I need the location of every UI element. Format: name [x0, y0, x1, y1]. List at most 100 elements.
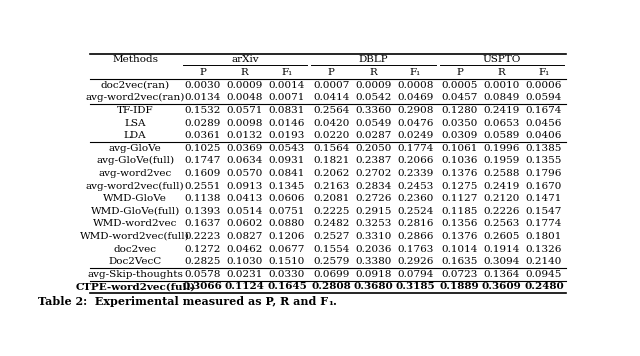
Text: 0.0462: 0.0462: [227, 245, 263, 253]
Text: WMD-word2vec: WMD-word2vec: [93, 219, 177, 229]
Text: 0.0514: 0.0514: [227, 207, 263, 216]
Text: 0.1554: 0.1554: [313, 245, 349, 253]
Text: 0.1670: 0.1670: [526, 182, 562, 190]
Text: avg-word2vec(ran): avg-word2vec(ran): [86, 93, 185, 103]
Text: P: P: [328, 68, 335, 77]
Text: 0.3094: 0.3094: [484, 257, 520, 266]
Text: 0.0414: 0.0414: [313, 93, 349, 102]
Text: 0.1635: 0.1635: [442, 257, 478, 266]
Text: 0.1345: 0.1345: [269, 182, 305, 190]
Text: 0.0361: 0.0361: [184, 131, 221, 140]
Text: 0.0146: 0.0146: [269, 119, 305, 127]
Text: 0.2419: 0.2419: [484, 106, 520, 115]
Text: 0.0751: 0.0751: [269, 207, 305, 216]
Text: 0.2926: 0.2926: [397, 257, 434, 266]
Text: 0.0602: 0.0602: [227, 219, 263, 229]
Text: doc2vec(ran): doc2vec(ran): [100, 81, 170, 90]
Text: CTPE-word2vec(full): CTPE-word2vec(full): [75, 282, 195, 292]
Text: 0.0699: 0.0699: [313, 270, 349, 279]
Text: 0.1364: 0.1364: [484, 270, 520, 279]
Text: 0.1385: 0.1385: [526, 144, 562, 153]
Text: 0.1471: 0.1471: [526, 194, 562, 203]
Text: 0.0578: 0.0578: [184, 270, 221, 279]
Text: 0.1138: 0.1138: [184, 194, 221, 203]
Text: arXiv: arXiv: [231, 56, 259, 64]
Text: 0.0289: 0.0289: [184, 119, 221, 127]
Text: 0.3360: 0.3360: [355, 106, 392, 115]
Text: 0.0913: 0.0913: [227, 182, 263, 190]
Text: 0.3066: 0.3066: [183, 282, 223, 292]
Text: 0.1796: 0.1796: [526, 169, 562, 178]
Text: 0.2482: 0.2482: [313, 219, 349, 229]
Text: avg-GloVe: avg-GloVe: [109, 144, 162, 153]
Text: 0.0849: 0.0849: [484, 93, 520, 102]
Text: 0.0048: 0.0048: [227, 93, 263, 102]
Text: 0.1914: 0.1914: [484, 245, 520, 253]
Text: R: R: [369, 68, 377, 77]
Text: 0.2524: 0.2524: [397, 207, 434, 216]
Text: 0.2588: 0.2588: [484, 169, 520, 178]
Text: 0.0827: 0.0827: [227, 232, 263, 241]
Text: doc2vec: doc2vec: [114, 245, 157, 253]
Text: 0.1821: 0.1821: [313, 156, 349, 166]
Text: 0.0945: 0.0945: [526, 270, 562, 279]
Text: 0.0476: 0.0476: [397, 119, 434, 127]
Text: 0.2702: 0.2702: [355, 169, 392, 178]
Text: 0.2066: 0.2066: [397, 156, 434, 166]
Text: 0.2816: 0.2816: [397, 219, 434, 229]
Text: 0.2062: 0.2062: [313, 169, 349, 178]
Text: 0.1355: 0.1355: [526, 156, 562, 166]
Text: Methods: Methods: [112, 56, 158, 64]
Text: 0.0880: 0.0880: [269, 219, 305, 229]
Text: Table 2:  Experimental measured as P, R and F: Table 2: Experimental measured as P, R a…: [38, 296, 328, 307]
Text: LDA: LDA: [124, 131, 147, 140]
Text: 0.3680: 0.3680: [353, 282, 393, 292]
Text: 0.0931: 0.0931: [269, 156, 305, 166]
Text: 0.0071: 0.0071: [269, 93, 305, 102]
Text: 0.1272: 0.1272: [184, 245, 221, 253]
Text: P: P: [199, 68, 206, 77]
Text: 0.2339: 0.2339: [397, 169, 434, 178]
Text: 0.2908: 0.2908: [397, 106, 434, 115]
Text: 0.0634: 0.0634: [227, 156, 263, 166]
Text: 0.0794: 0.0794: [397, 270, 434, 279]
Text: DBLP: DBLP: [358, 56, 388, 64]
Text: 0.2453: 0.2453: [397, 182, 434, 190]
Text: 0.0005: 0.0005: [442, 81, 478, 90]
Text: 0.0098: 0.0098: [227, 119, 263, 127]
Text: 0.2915: 0.2915: [355, 207, 392, 216]
Text: USPTO: USPTO: [483, 56, 521, 64]
Text: 0.2050: 0.2050: [355, 144, 392, 153]
Text: 0.2225: 0.2225: [313, 207, 349, 216]
Text: 0.0589: 0.0589: [484, 131, 520, 140]
Text: 0.1547: 0.1547: [526, 207, 562, 216]
Text: 0.0193: 0.0193: [269, 131, 305, 140]
Text: 0.0007: 0.0007: [313, 81, 349, 90]
Text: 0.1185: 0.1185: [442, 207, 478, 216]
Text: 0.0231: 0.0231: [227, 270, 263, 279]
Text: 0.0723: 0.0723: [442, 270, 478, 279]
Text: 0.0542: 0.0542: [355, 93, 392, 102]
Text: 0.1376: 0.1376: [442, 232, 478, 241]
Text: 0.1609: 0.1609: [184, 169, 221, 178]
Text: 0.1061: 0.1061: [442, 144, 478, 153]
Text: 0.0309: 0.0309: [442, 131, 478, 140]
Text: 0.0369: 0.0369: [227, 144, 263, 153]
Text: 0.1774: 0.1774: [397, 144, 434, 153]
Text: 0.1326: 0.1326: [526, 245, 562, 253]
Text: 0.0134: 0.0134: [184, 93, 221, 102]
Text: avg-word2vec: avg-word2vec: [99, 169, 172, 178]
Text: 0.0918: 0.0918: [355, 270, 392, 279]
Text: 0.1127: 0.1127: [442, 194, 478, 203]
Text: ₁: ₁: [328, 296, 333, 307]
Text: WMD-word2vec(full): WMD-word2vec(full): [81, 232, 190, 241]
Text: 0.2808: 0.2808: [311, 282, 351, 292]
Text: 0.0006: 0.0006: [526, 81, 562, 90]
Text: 0.1801: 0.1801: [526, 232, 562, 241]
Text: 0.2387: 0.2387: [355, 156, 392, 166]
Text: 0.0249: 0.0249: [397, 131, 434, 140]
Text: 0.1280: 0.1280: [442, 106, 478, 115]
Text: 0.1532: 0.1532: [184, 106, 221, 115]
Text: 0.2527: 0.2527: [313, 232, 349, 241]
Text: F₁: F₁: [538, 68, 550, 77]
